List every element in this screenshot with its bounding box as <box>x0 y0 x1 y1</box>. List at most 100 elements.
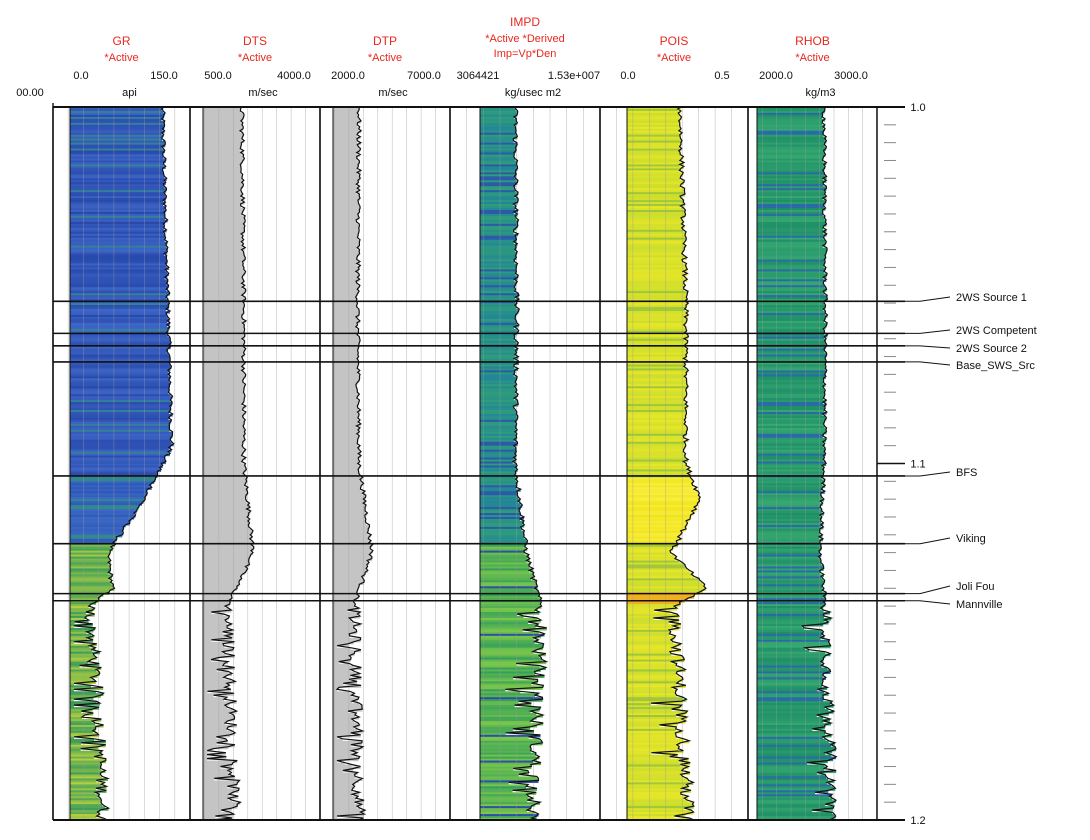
dts-fill-band <box>203 602 231 605</box>
dtp-fill-band <box>333 768 354 772</box>
rhob-fill-band <box>757 645 831 649</box>
rhob-fill-band <box>757 715 817 718</box>
pois-fill-band <box>627 400 685 403</box>
dts-fill-band <box>203 625 228 629</box>
impd-fill-band <box>480 497 519 500</box>
gr-fill-band <box>70 651 100 655</box>
rhob-fill-band <box>757 758 834 762</box>
dts-fill-band <box>203 136 243 140</box>
gr-fill-band <box>70 501 144 504</box>
gr-fill-band <box>70 204 164 207</box>
pois-fill-band <box>627 499 699 502</box>
pois-fill-band <box>627 536 678 540</box>
rhob-fill-band <box>757 701 833 704</box>
dtp-fill-band <box>333 746 363 750</box>
dts-fill-band <box>203 709 233 712</box>
pois-fill-band <box>627 524 687 528</box>
pois-fill-band <box>627 168 682 171</box>
gr-fill-band <box>70 358 171 362</box>
gr-fill-band <box>70 229 167 233</box>
impd-fill-band <box>480 419 517 423</box>
pois-fill-band <box>627 140 682 144</box>
rhob-fill-band <box>757 303 825 306</box>
rhob-fill-band <box>757 810 813 813</box>
dts-fill-band <box>203 516 248 520</box>
dts-fill-band <box>203 247 246 251</box>
dts-fill-band <box>203 447 244 451</box>
impd-fill-band <box>480 247 517 251</box>
pois-fill-band <box>627 740 690 744</box>
gr-fill-band <box>70 709 93 712</box>
dts-fill-band <box>203 518 250 522</box>
time-tick-label: 1.2 <box>910 815 925 827</box>
gr-fill-band <box>70 617 85 621</box>
pois-fill-band <box>627 760 679 764</box>
dts-fill-band <box>203 257 246 261</box>
pois-fill-band <box>627 433 687 437</box>
rhob-fill-band <box>757 760 828 764</box>
dts-fill-band <box>203 237 243 241</box>
dtp-fill-band <box>333 338 360 342</box>
dts-fill-band <box>203 580 240 583</box>
dtp-fill-band <box>333 467 360 471</box>
dtp-fill-band <box>333 400 360 403</box>
impd-fill-band <box>480 439 515 443</box>
pois-fill-band <box>627 722 678 726</box>
dts-fill-band <box>203 522 250 526</box>
rhob-fill-band <box>757 370 827 373</box>
dtp-fill-band <box>333 604 356 607</box>
dtp-fill-band <box>333 649 361 653</box>
gr-fill-band <box>70 720 93 724</box>
dtp-fill-band <box>333 433 357 437</box>
pois-fill-band <box>627 663 677 667</box>
dtp-fill-band <box>333 251 360 255</box>
rhob-fill-band <box>757 170 823 173</box>
pois-fill-band <box>627 380 687 383</box>
dtp-fill-band <box>333 653 355 657</box>
gr-fill-band <box>70 596 101 599</box>
dts-fill-band <box>203 530 253 534</box>
dtp-fill-band <box>333 138 357 142</box>
gr-fill-band <box>70 516 135 520</box>
dtp-fill-band <box>333 465 361 469</box>
impd-fill-band <box>480 479 516 482</box>
pois-fill-band <box>627 156 684 160</box>
impd-fill-band <box>480 206 516 209</box>
gr-fill-band <box>70 316 168 320</box>
rhob-fill-band <box>757 740 829 744</box>
pois-fill-band <box>627 122 680 126</box>
dtp-fill-band <box>333 406 358 409</box>
impd-fill-band <box>480 576 535 579</box>
dts-fill-band <box>203 558 249 562</box>
gr-fill-band <box>70 239 165 243</box>
rhob-fill-band <box>757 756 837 760</box>
gr-fill-band <box>70 726 96 730</box>
gr-fill-band <box>70 237 166 241</box>
impd-fill-band <box>480 108 516 112</box>
gr-fill-band <box>70 200 164 203</box>
impd-fill-band <box>480 152 514 156</box>
impd-fill-band <box>480 229 514 233</box>
pois-fill-band <box>627 148 682 152</box>
dts-fill-band <box>203 128 244 132</box>
pois-fill-band <box>627 596 694 599</box>
dts-fill-band <box>203 586 237 589</box>
impd-fill-band <box>480 386 515 389</box>
impd-fill-band <box>480 265 517 269</box>
impd-fill-band <box>480 806 532 809</box>
formation-top-label: BFS <box>956 467 977 479</box>
dtp-fill-band <box>333 281 356 284</box>
rhob-fill-band <box>757 659 824 663</box>
impd-fill-band <box>480 170 516 173</box>
dtp-fill-band <box>333 277 358 280</box>
impd-fill-band <box>480 366 515 370</box>
impd-fill-band <box>480 413 517 417</box>
pois-fill-band <box>627 641 674 645</box>
impd-fill-band <box>480 116 514 120</box>
gr-fill-band <box>70 633 92 637</box>
dts-fill-band <box>203 711 237 714</box>
pois-fill-band <box>627 342 688 346</box>
dts-fill-band <box>203 352 244 356</box>
rhob-fill-band <box>757 501 821 504</box>
dts-fill-band <box>203 265 243 269</box>
